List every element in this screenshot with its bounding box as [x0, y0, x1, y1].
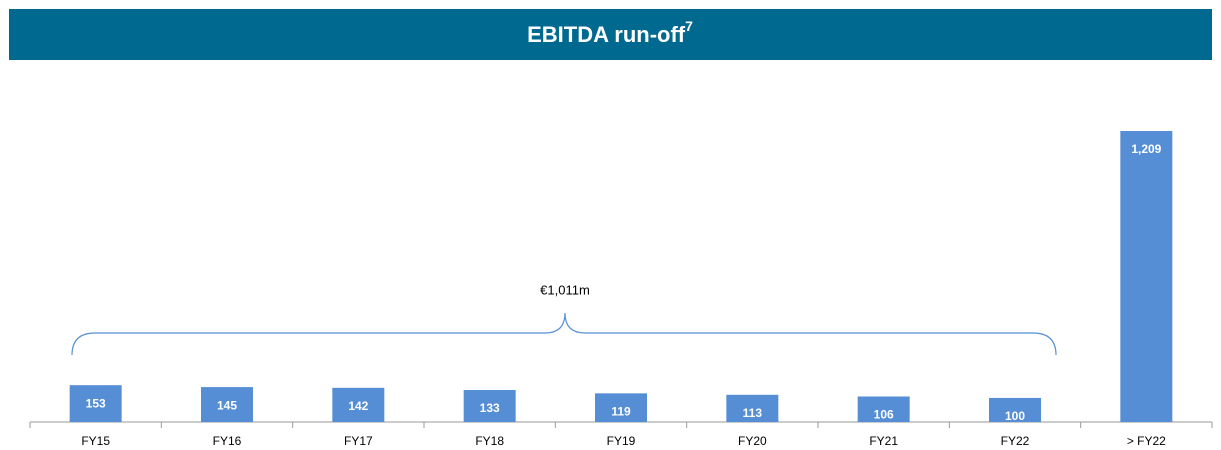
value-label: 145	[217, 398, 237, 412]
value-label: 113	[743, 406, 763, 420]
title-text: EBITDA run-off	[527, 22, 686, 47]
value-label: 119	[611, 405, 631, 419]
bar	[1120, 131, 1173, 422]
bar	[332, 387, 385, 422]
x-tick-label: FY18	[475, 434, 504, 448]
bar	[989, 397, 1041, 422]
x-tick-label: FY15	[81, 434, 110, 448]
bar	[69, 385, 122, 422]
title-superscript: 7	[685, 18, 693, 34]
x-tick-label: FY20	[738, 434, 767, 448]
value-label: 153	[86, 396, 106, 410]
bar	[463, 389, 516, 422]
brace	[71, 312, 1057, 356]
bar	[857, 396, 910, 422]
x-tick-label: FY22	[1001, 434, 1030, 448]
bar	[595, 393, 647, 422]
value-label: 106	[874, 408, 894, 422]
chart-title: EBITDA run-off7	[527, 18, 693, 47]
annotation: €1,011m	[540, 282, 590, 297]
value-label: 142	[348, 399, 368, 413]
x-tick-label: FY16	[213, 434, 242, 448]
x-tick-label: FY21	[869, 434, 898, 448]
x-tick-label: > FY22	[1127, 434, 1166, 448]
value-label: 133	[480, 401, 500, 415]
bar	[201, 387, 253, 422]
bar	[726, 394, 779, 422]
value-label: 100	[1005, 409, 1025, 423]
value-label: 1,209	[1131, 142, 1161, 156]
x-tick-label: FY17	[344, 434, 373, 448]
header-bar	[9, 9, 1212, 60]
x-tick-label: FY19	[607, 434, 636, 448]
